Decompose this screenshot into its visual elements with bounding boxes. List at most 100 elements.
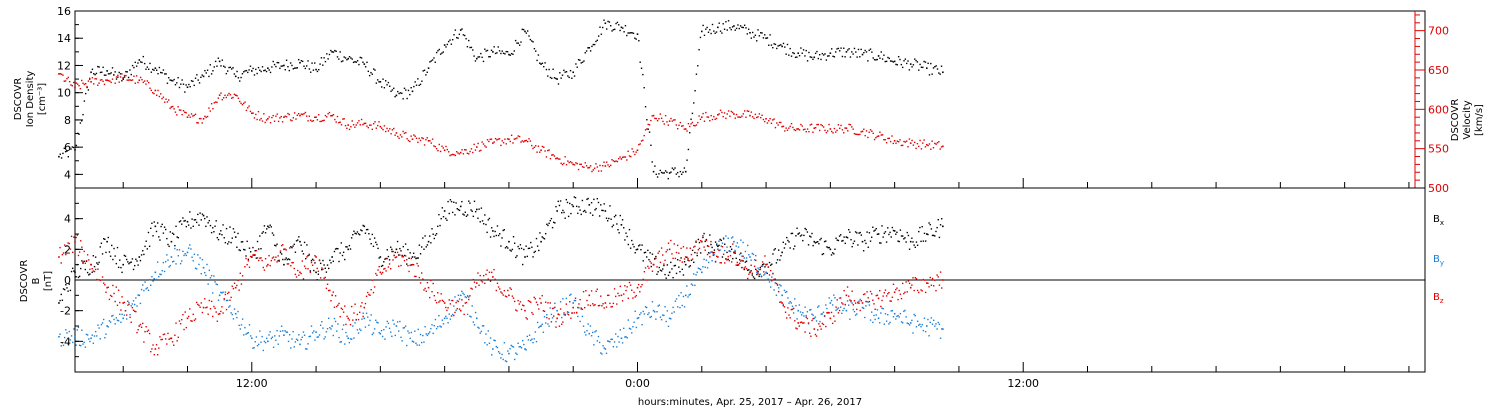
bz-point — [339, 316, 341, 318]
bz-point — [325, 287, 328, 290]
bx-point — [326, 264, 329, 266]
ion-density-point — [618, 24, 620, 26]
by-point — [300, 338, 302, 341]
bx-point — [323, 264, 325, 266]
bx-point — [682, 274, 685, 276]
velocity-point — [355, 124, 357, 126]
bx-point — [234, 236, 237, 238]
bz-point — [336, 305, 338, 308]
ion-density-point — [631, 32, 633, 34]
bx-point — [67, 290, 69, 292]
bx-point — [688, 266, 690, 268]
by-point — [84, 346, 87, 348]
ion-density-point — [643, 87, 645, 89]
velocity-point — [626, 159, 628, 161]
ion-density-point — [861, 53, 864, 56]
bz-point — [156, 354, 159, 356]
bz-point — [482, 274, 485, 277]
ion-density-point — [213, 66, 215, 68]
velocity-point — [932, 147, 935, 149]
bx-point — [753, 277, 756, 280]
bz-point — [163, 333, 166, 335]
bx-point — [237, 232, 239, 235]
ion-density-point — [699, 36, 702, 39]
ion-density-point — [682, 171, 684, 173]
ion-density-point — [616, 21, 619, 24]
by-point — [183, 254, 185, 257]
by-point — [267, 340, 269, 343]
velocity-point — [737, 116, 739, 118]
ion-density-point — [713, 30, 715, 32]
bz-point — [572, 306, 575, 309]
velocity-point — [852, 128, 854, 130]
ion-density-point — [591, 45, 593, 48]
bz-point — [260, 257, 262, 259]
bz-point — [841, 302, 843, 304]
bz-point — [271, 257, 274, 259]
by-point — [577, 315, 579, 318]
by-point — [608, 340, 610, 343]
ion-density-point — [265, 70, 268, 73]
ion-density-point — [158, 66, 161, 69]
bx-point — [111, 244, 113, 247]
bz-point — [439, 300, 441, 302]
by-point — [820, 313, 822, 315]
by-point — [606, 340, 609, 342]
bz-point — [435, 302, 438, 304]
bz-point — [858, 302, 860, 304]
ion-density-point — [482, 60, 485, 63]
by-point — [197, 254, 199, 256]
ion-density-point — [149, 62, 151, 65]
by-point — [554, 302, 556, 305]
bx-point — [278, 260, 281, 262]
bz-point — [264, 257, 267, 260]
by-point — [755, 254, 757, 257]
by-point — [462, 292, 464, 294]
ion-density-point — [741, 26, 743, 29]
velocity-point — [714, 118, 716, 121]
velocity-point — [289, 119, 292, 121]
velocity-point — [544, 150, 546, 152]
bz-point — [76, 234, 78, 236]
ion-density-point — [114, 71, 116, 73]
ion-density-point — [746, 33, 749, 35]
ion-density-point — [683, 167, 686, 169]
velocity-point — [801, 125, 803, 127]
velocity-point — [587, 167, 589, 169]
bz-point — [696, 252, 698, 254]
bz-point — [358, 311, 361, 314]
ion-density-point — [410, 87, 412, 89]
bz-point — [84, 262, 87, 264]
ion-density-point — [272, 60, 274, 63]
bx-point — [478, 208, 480, 210]
bx-point — [63, 288, 66, 291]
velocity-point — [267, 117, 269, 120]
bz-point — [290, 265, 292, 267]
velocity-point — [535, 145, 537, 147]
by-point — [654, 311, 656, 313]
ion-density-point — [501, 50, 503, 52]
by-point — [535, 340, 538, 343]
velocity-point — [414, 135, 416, 137]
velocity-point — [604, 165, 607, 167]
by-point — [716, 243, 718, 245]
by-point — [721, 242, 724, 244]
bz-point — [274, 259, 276, 261]
ion-density-point — [707, 31, 710, 33]
by-point — [841, 312, 843, 315]
bx-point — [221, 234, 223, 236]
by-point — [284, 330, 286, 332]
bz-point — [628, 281, 631, 284]
by-point — [212, 292, 214, 294]
by-point — [60, 345, 62, 347]
by-point — [703, 258, 705, 261]
velocity-point — [581, 166, 584, 168]
bx-point — [684, 263, 687, 266]
by-point — [179, 262, 182, 265]
velocity-point — [781, 125, 783, 128]
bx-point — [821, 253, 824, 256]
bx-point — [138, 256, 141, 258]
velocity-point — [510, 134, 513, 137]
bz-point — [513, 300, 516, 303]
velocity-point — [622, 156, 624, 159]
